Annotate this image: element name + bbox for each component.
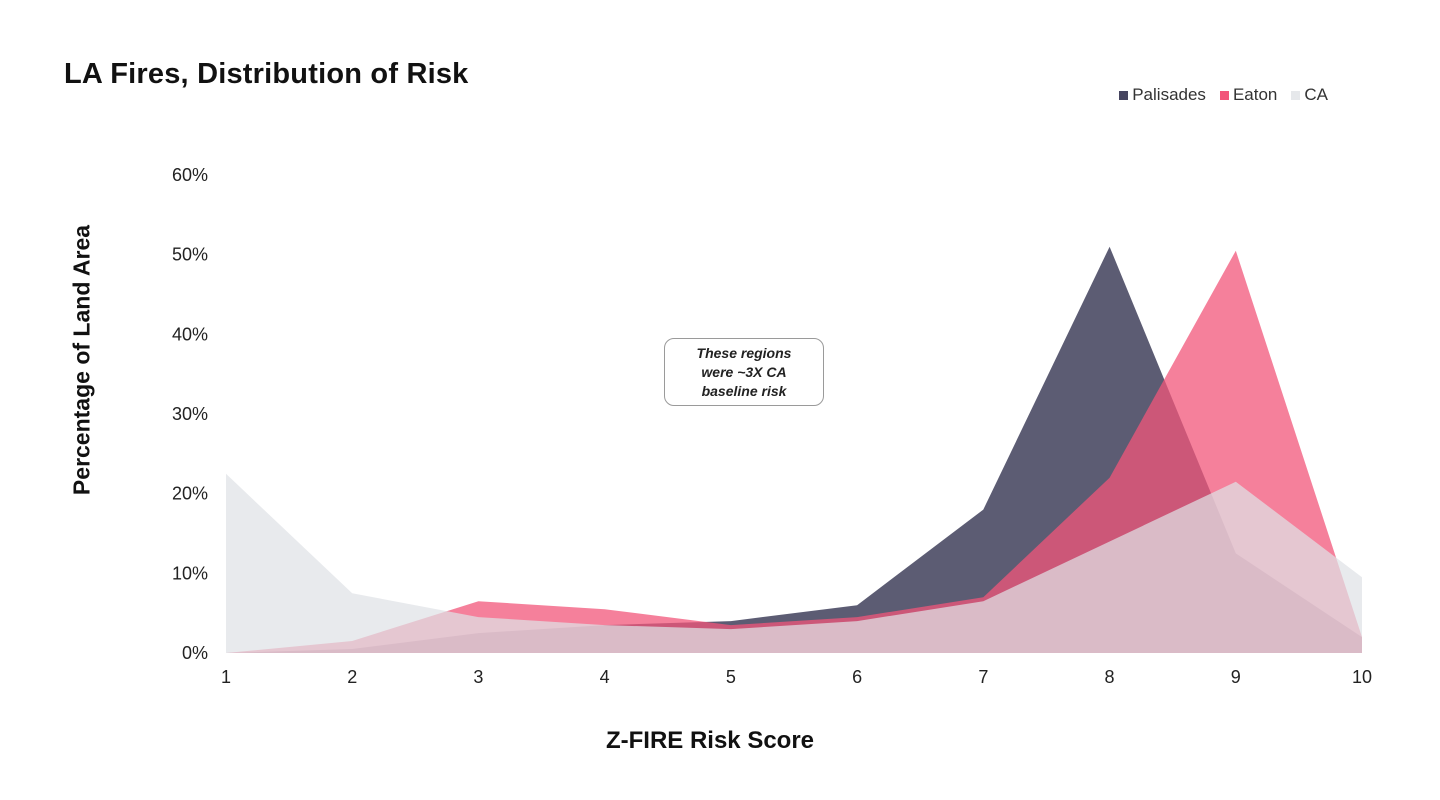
legend-label-palisades: Palisades (1132, 85, 1206, 104)
legend-swatch-palisades (1119, 90, 1129, 100)
area-series-ca (226, 473, 1362, 653)
y-tick-label: 30% (172, 404, 208, 424)
annotation-text: These regions were ~3X CA baseline risk (696, 344, 792, 399)
legend-item-eaton: Eaton (1219, 85, 1278, 105)
axis-layer: 0% 10% 20% 30% 40% 50% 60% 1 2 3 4 5 6 7 8 9 10 (172, 165, 1372, 687)
legend-label-eaton: Eaton (1232, 85, 1278, 104)
y-tick-label: 20% (172, 484, 208, 504)
x-axis-title: Z-FIRE Risk Score (605, 727, 815, 754)
y-tick-label: 50% (172, 245, 208, 265)
x-tick-label: 2 (347, 667, 357, 687)
y-axis-title: Percentage of Land Area (68, 224, 95, 496)
series-layer (226, 246, 1362, 653)
legend-label-ca: CA (1304, 85, 1328, 104)
x-tick-label: 6 (852, 667, 862, 687)
x-tick-label: 5 (726, 667, 736, 687)
x-tick-label: 4 (600, 667, 610, 687)
x-tick-label: 1 (221, 667, 231, 687)
x-tick-label: 10 (1352, 667, 1372, 687)
chart-legend: Palisades Eaton CA (1119, 85, 1328, 105)
x-tick-label: 3 (473, 667, 483, 687)
legend-item-palisades: Palisades (1119, 85, 1206, 105)
legend-swatch-ca (1291, 90, 1301, 100)
y-tick-label: 60% (172, 165, 208, 185)
y-tick-label: 40% (172, 324, 208, 344)
annotation-callout: These regions were ~3X CA baseline risk (664, 338, 824, 406)
x-tick-label: 8 (1105, 667, 1115, 687)
y-tick-label: 0% (182, 643, 208, 663)
legend-item-ca: CA (1291, 85, 1328, 105)
legend-swatch-eaton (1219, 90, 1229, 100)
area-series-eaton (226, 250, 1362, 653)
x-tick-label: 7 (978, 667, 988, 687)
x-tick-label: 9 (1231, 667, 1241, 687)
chart-title: LA Fires, Distribution of Risk (64, 58, 469, 90)
y-tick-label: 10% (172, 563, 208, 583)
